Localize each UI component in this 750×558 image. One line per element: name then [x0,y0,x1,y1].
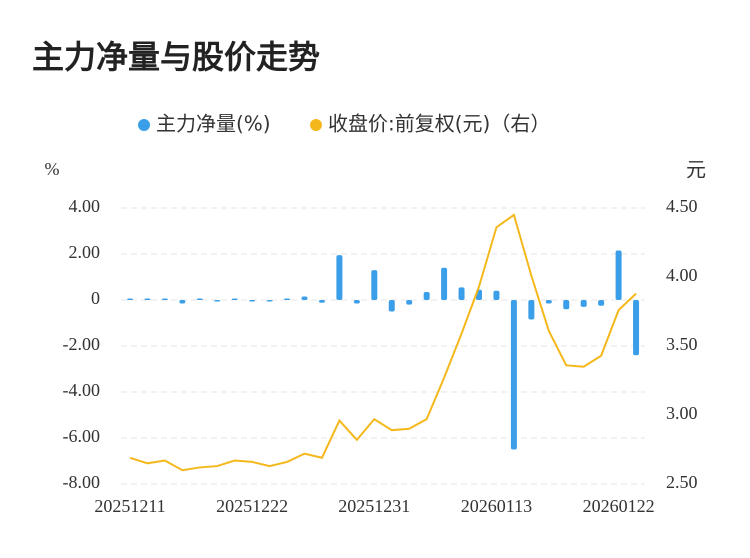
price-line [129,213,637,472]
bar [301,296,308,300]
bar [493,290,500,300]
x-tick-label: 20260113 [461,496,532,516]
y2-tick-label: 4.50 [666,196,698,216]
bar [161,298,168,300]
bar [580,300,587,307]
chart-title: 主力净量与股价走势 [32,38,320,76]
bar [318,300,325,303]
bar [406,300,413,305]
bar [231,298,238,300]
y-tick-label: -4.00 [63,380,101,400]
legend-swatch [138,119,150,131]
bar [633,300,640,356]
bar [423,291,430,300]
y-axis-label: % [45,159,60,179]
bar [458,287,465,300]
bar [388,300,395,312]
bar [353,300,360,304]
bar [214,300,221,302]
y2-tick-label: 4.00 [666,265,698,285]
x-tick-label: 20251231 [338,496,410,516]
y-tick-label: 2.00 [69,242,101,262]
bar [266,300,273,302]
bar [441,267,448,300]
y2-tick-label: 2.50 [666,472,698,492]
x-tick-label: 20260122 [583,496,655,516]
bar [249,300,256,302]
y-tick-label: -8.00 [63,472,101,492]
bar [598,300,605,306]
x-tick-label: 20251211 [94,496,165,516]
x-tick-label: 20251222 [216,496,288,516]
bar [545,300,552,304]
y2-tick-label: 3.00 [666,403,698,423]
legend-swatch [310,119,322,131]
y-tick-label: -2.00 [63,334,101,354]
legend-label: 主力净量(%) [156,112,271,136]
y-tick-label: -6.00 [63,426,101,446]
y2-axis-label: 元 [686,158,706,182]
bar [528,300,535,320]
bar [284,298,291,300]
bar [196,298,203,300]
bar [144,298,151,300]
legend-label: 收盘价:前复权(元)（右） [328,112,550,136]
bar [127,298,133,300]
bar [510,300,517,450]
bar [371,270,378,300]
bar [336,255,343,300]
bar [563,300,570,310]
y-tick-label: 0 [91,288,100,308]
bar [615,250,622,300]
y2-tick-label: 3.50 [666,334,698,354]
bar [179,300,186,304]
y-tick-label: 4.00 [69,196,101,216]
